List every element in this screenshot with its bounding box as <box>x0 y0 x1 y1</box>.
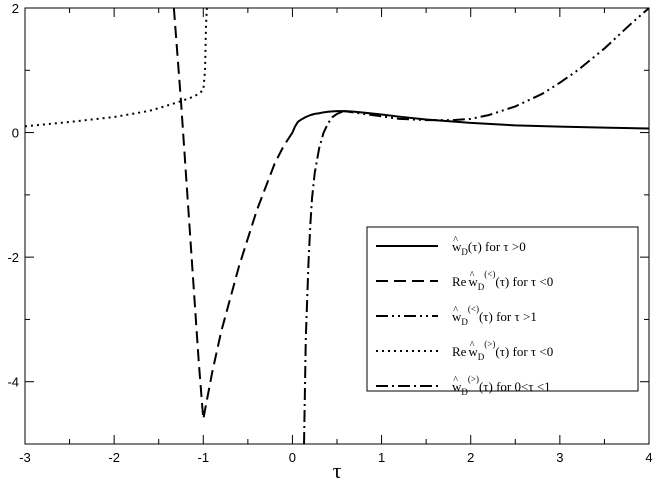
legend-label-5: ^wD(>)(τ) for 0<τ <1 <box>452 374 551 397</box>
x-axis-title: τ <box>333 458 342 483</box>
y-tick-label: 0 <box>12 126 19 141</box>
x-tick-label: 0 <box>289 450 296 465</box>
legend-items: ^wD(τ) for τ >0 Re ^wD(<)(τ) for τ <0 ^wD(… <box>376 235 553 397</box>
y-tick-label: 2 <box>12 1 19 16</box>
y-tick-label: -2 <box>7 250 19 265</box>
series-line-4 <box>25 8 208 128</box>
x-tick-label: 1 <box>378 450 385 465</box>
series-line-1 <box>291 110 649 133</box>
series-line-5 <box>303 110 347 444</box>
y-tick-label: -4 <box>7 375 19 390</box>
series-layer <box>25 8 649 444</box>
x-tick-label: 3 <box>556 450 563 465</box>
legend-box <box>366 226 639 392</box>
x-tick-label: -1 <box>198 450 210 465</box>
legend-label-4: Re ^wD(>)(τ) for τ <0 <box>452 339 553 362</box>
ticks-layer: -3 -2 -1 0 1 2 3 4 -4 -2 0 2 <box>7 1 652 465</box>
x-tick-label: 2 <box>467 450 474 465</box>
x-tick-label: -3 <box>19 450 31 465</box>
series-line-2 <box>172 8 294 421</box>
legend-label-3: ^wD(<)(τ) for τ >1 <box>452 304 537 327</box>
series-line-3 <box>341 8 649 122</box>
x-tick-label: 4 <box>645 450 652 465</box>
legend: ^wD(τ) for τ >0 Re ^wD(<)(τ) for τ <0 ^wD(… <box>366 226 639 397</box>
x-tick-label: -2 <box>108 450 120 465</box>
legend-label-1: ^wD(τ) for τ >0 <box>452 235 526 257</box>
legend-label-2: Re ^wD(<)(τ) for τ <0 <box>452 269 553 292</box>
